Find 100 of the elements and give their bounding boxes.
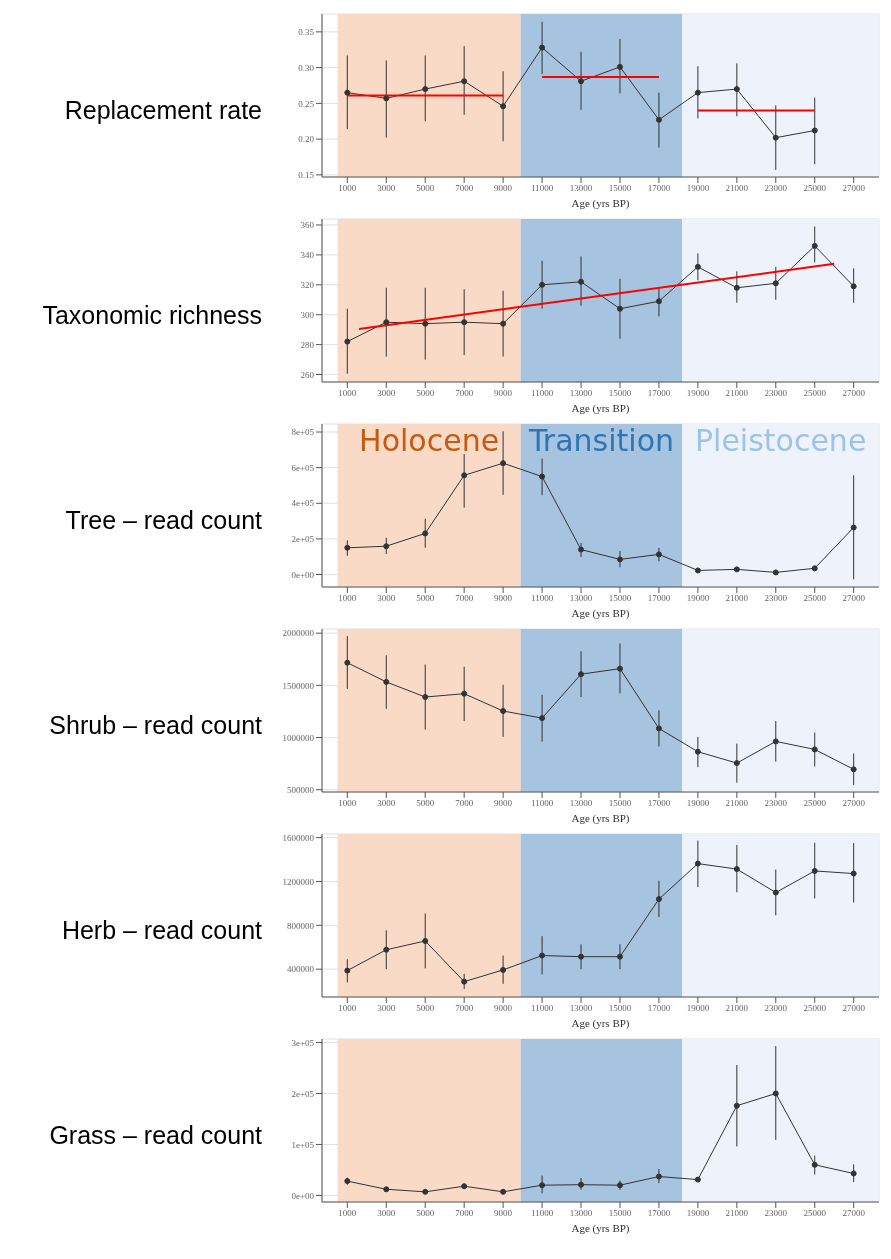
x-tick-label: 9000	[494, 1208, 513, 1219]
band-label: Transition	[527, 423, 675, 459]
x-tick-label: 15000	[608, 798, 632, 809]
y-tick-label: 1000000	[282, 732, 315, 743]
x-tick-label: 27000	[842, 593, 866, 604]
x-tick-label: 11000	[530, 1003, 554, 1014]
x-tick-label: 5000	[416, 388, 435, 399]
y-tick-label: 500000	[287, 784, 315, 795]
x-tick-label: 3000	[377, 1003, 396, 1014]
x-tick-label: 17000	[647, 183, 671, 194]
x-tick-label: 13000	[569, 183, 593, 194]
x-tick-label: 13000	[569, 798, 593, 809]
y-tick-label: 2e+05	[291, 1088, 315, 1099]
y-tick-label: 1200000	[282, 876, 315, 887]
x-tick-label: 5000	[416, 1003, 435, 1014]
x-tick-label: 27000	[842, 1208, 866, 1219]
x-tick-label: 25000	[803, 1208, 827, 1219]
x-tick-label: 25000	[803, 1003, 827, 1014]
y-tick-label: 300	[300, 309, 315, 320]
x-axis-title: Age (yrs BP)	[571, 607, 630, 620]
x-tick-label: 1000	[338, 183, 357, 194]
y-tick-label: 800000	[287, 920, 315, 931]
x-tick-label: 9000	[494, 183, 513, 194]
y-tick-label: 280	[300, 339, 315, 350]
y-tick-label: 0.30	[298, 62, 315, 73]
x-axis-title: Age (yrs BP)	[571, 197, 630, 210]
x-tick-label: 15000	[608, 1208, 632, 1219]
band-label: Holocene	[359, 423, 500, 459]
x-tick-label: 21000	[725, 183, 749, 194]
x-axis-title: Age (yrs BP)	[571, 1222, 630, 1235]
y-tick-label: 8e+05	[291, 427, 315, 438]
x-tick-label: 21000	[725, 1003, 749, 1014]
x-tick-label: 15000	[608, 593, 632, 604]
x-tick-label: 7000	[455, 1208, 474, 1219]
x-tick-label: 23000	[764, 1003, 788, 1014]
x-tick-label: 15000	[608, 183, 632, 194]
x-tick-label: 9000	[494, 798, 513, 809]
x-tick-label: 1000	[338, 798, 357, 809]
y-tick-label: 0.15	[298, 170, 315, 181]
y-tick-label: 320	[300, 279, 315, 290]
x-tick-label: 7000	[455, 183, 474, 194]
x-tick-label: 23000	[764, 798, 788, 809]
y-tick-label: 1600000	[282, 832, 315, 843]
x-tick-label: 13000	[569, 593, 593, 604]
x-tick-label: 9000	[494, 593, 513, 604]
x-tick-label: 3000	[377, 593, 396, 604]
y-tick-label: 260	[300, 369, 315, 380]
y-tick-label: 340	[300, 250, 315, 261]
y-tick-label: 2e+05	[291, 534, 315, 545]
x-tick-label: 23000	[764, 183, 788, 194]
x-axis-title: Age (yrs BP)	[571, 812, 630, 825]
x-tick-label: 1000	[338, 593, 357, 604]
x-tick-label: 11000	[530, 798, 554, 809]
x-tick-label: 17000	[647, 1003, 671, 1014]
y-axis-title: Replacement rate	[63, 96, 263, 125]
x-tick-label: 21000	[725, 388, 749, 399]
x-tick-label: 1000	[338, 388, 357, 399]
x-tick-label: 25000	[803, 388, 827, 399]
x-tick-label: 1000	[338, 1208, 357, 1219]
x-tick-label: 13000	[569, 1208, 593, 1219]
x-tick-label: 13000	[569, 388, 593, 399]
x-tick-label: 13000	[569, 1003, 593, 1014]
x-tick-label: 7000	[455, 593, 474, 604]
x-tick-label: 7000	[455, 798, 474, 809]
x-tick-label: 9000	[494, 1003, 513, 1014]
y-tick-label: 2000000	[282, 628, 315, 639]
x-tick-label: 19000	[686, 593, 710, 604]
x-tick-label: 1000	[338, 1003, 357, 1014]
x-tick-label: 3000	[377, 1208, 396, 1219]
x-tick-label: 21000	[725, 798, 749, 809]
x-tick-label: 19000	[686, 388, 710, 399]
x-tick-label: 11000	[530, 183, 554, 194]
x-tick-label: 23000	[764, 388, 788, 399]
x-tick-label: 27000	[842, 1003, 866, 1014]
x-tick-label: 19000	[686, 183, 710, 194]
x-tick-label: 21000	[725, 1208, 749, 1219]
y-tick-label: 0e+00	[291, 1190, 315, 1201]
y-axis-title: Grass – read count	[48, 1121, 263, 1150]
x-tick-label: 17000	[647, 388, 671, 399]
band-label: Pleistocene	[694, 423, 867, 459]
x-tick-label: 23000	[764, 1208, 788, 1219]
x-tick-label: 3000	[377, 798, 396, 809]
y-tick-label: 1e+05	[291, 1139, 315, 1150]
x-tick-label: 17000	[647, 798, 671, 809]
y-tick-label: 0e+00	[291, 569, 315, 580]
y-tick-label: 400000	[287, 964, 315, 975]
x-tick-label: 9000	[494, 388, 513, 399]
x-tick-label: 27000	[842, 388, 866, 399]
y-tick-label: 0.25	[298, 98, 315, 109]
y-axis-title: Herb – read count	[60, 916, 263, 945]
y-tick-label: 4e+05	[291, 498, 315, 509]
x-tick-label: 3000	[377, 388, 396, 399]
x-tick-label: 25000	[803, 593, 827, 604]
y-axis-title: Taxonomic richness	[41, 301, 263, 330]
y-tick-label: 0.35	[298, 27, 315, 38]
x-tick-label: 11000	[530, 388, 554, 399]
x-tick-label: 5000	[416, 183, 435, 194]
x-tick-label: 21000	[725, 593, 749, 604]
x-tick-label: 11000	[530, 593, 554, 604]
x-tick-label: 5000	[416, 1208, 435, 1219]
